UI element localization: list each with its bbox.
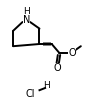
Text: H: H [44, 81, 50, 90]
Text: H: H [23, 6, 30, 16]
Text: Cl: Cl [25, 89, 35, 98]
Text: N: N [23, 15, 30, 25]
Text: O: O [69, 48, 76, 58]
Text: O: O [53, 63, 61, 73]
